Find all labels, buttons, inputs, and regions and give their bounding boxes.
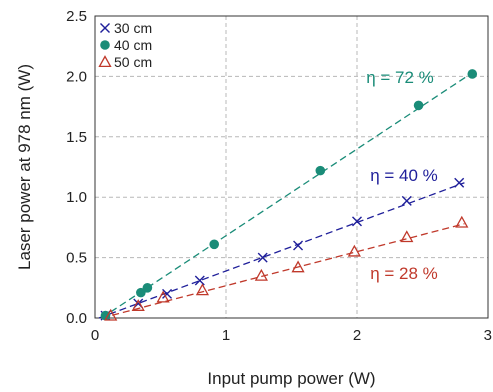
plot-area-frame — [94, 15, 489, 319]
data-point — [162, 288, 173, 299]
marker-stroke — [162, 288, 173, 299]
data-point — [100, 310, 111, 321]
x-tick-label: 0 — [91, 327, 99, 344]
data-point — [347, 244, 361, 257]
data-point — [156, 290, 170, 303]
data-point — [467, 69, 478, 79]
x-tick-label: 3 — [484, 327, 492, 344]
y-tick-label: 1.5 — [66, 129, 87, 146]
data-point — [254, 268, 268, 281]
x-axis-label: Input pump power (W) — [207, 369, 375, 388]
fit-line — [101, 72, 473, 319]
data-point — [454, 177, 465, 188]
legend-label: 50 cm — [114, 54, 152, 70]
efficiency-label: η = 72 % — [366, 68, 434, 87]
legend-marker — [100, 40, 110, 50]
marker-stroke — [454, 177, 465, 188]
efficiency-label: η = 28 % — [370, 264, 438, 283]
data-point — [195, 283, 210, 296]
marker-stroke — [194, 275, 205, 286]
fit-line — [98, 182, 465, 319]
data-point — [400, 230, 414, 243]
legend-marker — [100, 23, 110, 33]
data-point — [352, 216, 362, 227]
data-point — [293, 240, 304, 251]
legend-label: 30 cm — [114, 20, 152, 36]
data-point — [413, 100, 424, 111]
legend-marker — [98, 55, 112, 68]
x-tick-label: 1 — [222, 327, 230, 344]
data-point — [455, 215, 469, 228]
data-point — [194, 275, 205, 286]
marker-stroke — [401, 195, 412, 206]
data-markers — [100, 69, 478, 321]
efficiency-annotations: η = 40 % η = 72 % η = 28 % — [366, 68, 438, 283]
marker-stroke — [100, 23, 110, 33]
data-point — [131, 299, 145, 311]
y-tick-label: 2.0 — [66, 68, 87, 85]
data-point — [104, 308, 118, 321]
y-tick-label: 0.0 — [66, 310, 87, 327]
marker-stroke — [352, 216, 362, 227]
data-point — [142, 283, 153, 293]
marker-stroke — [257, 252, 268, 263]
data-point — [291, 260, 305, 273]
legend-label: 40 cm — [114, 37, 152, 53]
y-axis-label: Laser power at 978 nm (W) — [15, 64, 34, 270]
data-point — [401, 195, 412, 206]
data-point — [209, 239, 220, 250]
marker-stroke — [293, 240, 304, 251]
x-tick-label: 2 — [353, 327, 361, 344]
y-tick-label: 2.5 — [66, 8, 87, 25]
grid — [95, 16, 488, 318]
y-tick-label: 1.0 — [66, 189, 87, 206]
data-point — [136, 287, 146, 298]
fit-line — [101, 223, 465, 319]
efficiency-label: η = 40 % — [370, 166, 438, 185]
data-point — [257, 252, 268, 263]
tick-labels: 0 1 2 3 0.0 0.5 1.0 1.5 2.0 2.5 — [66, 8, 492, 344]
data-point — [315, 165, 326, 176]
fit-lines — [98, 72, 473, 319]
y-tick-label: 0.5 — [66, 250, 87, 267]
